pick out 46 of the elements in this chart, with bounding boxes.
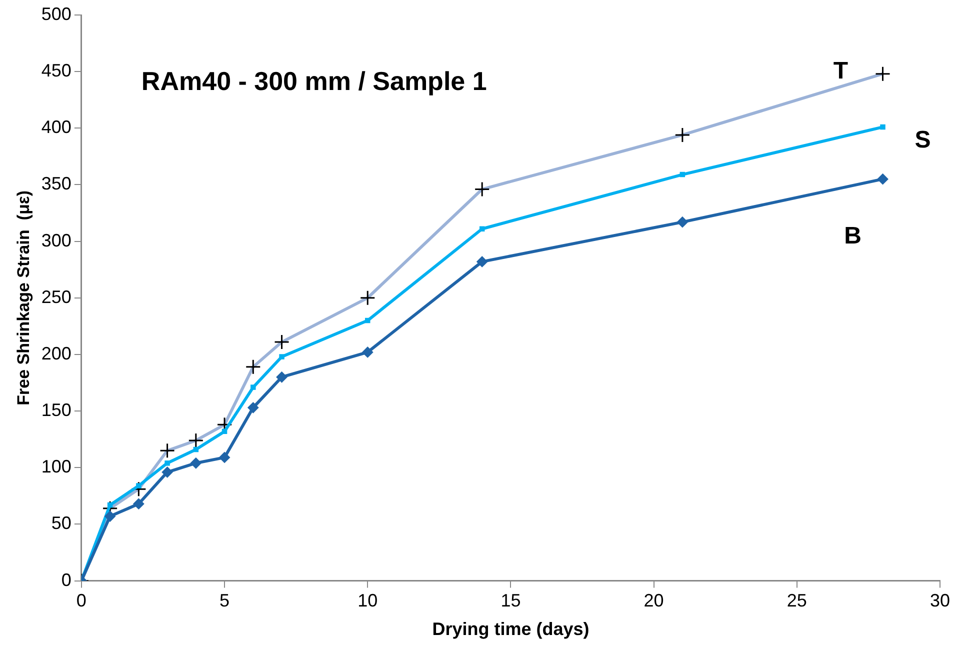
point [680, 172, 686, 178]
point [676, 216, 688, 228]
y-tick-label: 0 [61, 570, 72, 590]
point [880, 124, 886, 130]
point [479, 226, 485, 232]
x-tick-label: 15 [500, 590, 521, 611]
point [164, 460, 170, 466]
x-tick-label: 0 [76, 590, 86, 611]
point [248, 402, 259, 414]
point [222, 428, 228, 434]
text: RAm40 - 300 mm / Sample 1 [141, 66, 487, 96]
point [162, 466, 173, 478]
point [193, 446, 199, 452]
point [219, 452, 230, 463]
y-tick-label: 100 [41, 456, 72, 477]
y-axis-title: Free Shrinkage Strain (με) [14, 190, 33, 406]
y-tick-label: 250 [41, 286, 72, 307]
point [476, 256, 488, 268]
y-tick-label: 300 [41, 230, 72, 250]
point [190, 458, 202, 469]
point [276, 372, 288, 383]
y-tick-label: 500 [41, 4, 72, 24]
series-label: T [833, 57, 848, 84]
point [362, 346, 374, 358]
series-label: B [844, 222, 862, 250]
point [250, 384, 256, 390]
series-label: S [914, 126, 931, 154]
point [877, 174, 888, 185]
y-tick-label: 350 [41, 174, 72, 194]
x-axis-title: Drying time (days) [432, 619, 590, 640]
point [107, 502, 113, 508]
x-tick-label: 5 [220, 590, 230, 611]
x-tick-label: 25 [786, 590, 807, 611]
x-tick-label: 30 [930, 590, 950, 611]
y-tick-label: 450 [41, 60, 72, 81]
point [279, 354, 284, 360]
point [133, 498, 144, 510]
x-tick-label: 20 [644, 590, 664, 611]
point [365, 318, 370, 324]
x-tick-label: 10 [358, 590, 378, 611]
y-tick-label: 50 [51, 513, 72, 534]
point [136, 483, 142, 488]
y-tick-label: 200 [41, 343, 72, 364]
y-tick-label: 400 [41, 117, 72, 138]
y-tick-label: 150 [41, 400, 72, 420]
point [104, 510, 116, 522]
